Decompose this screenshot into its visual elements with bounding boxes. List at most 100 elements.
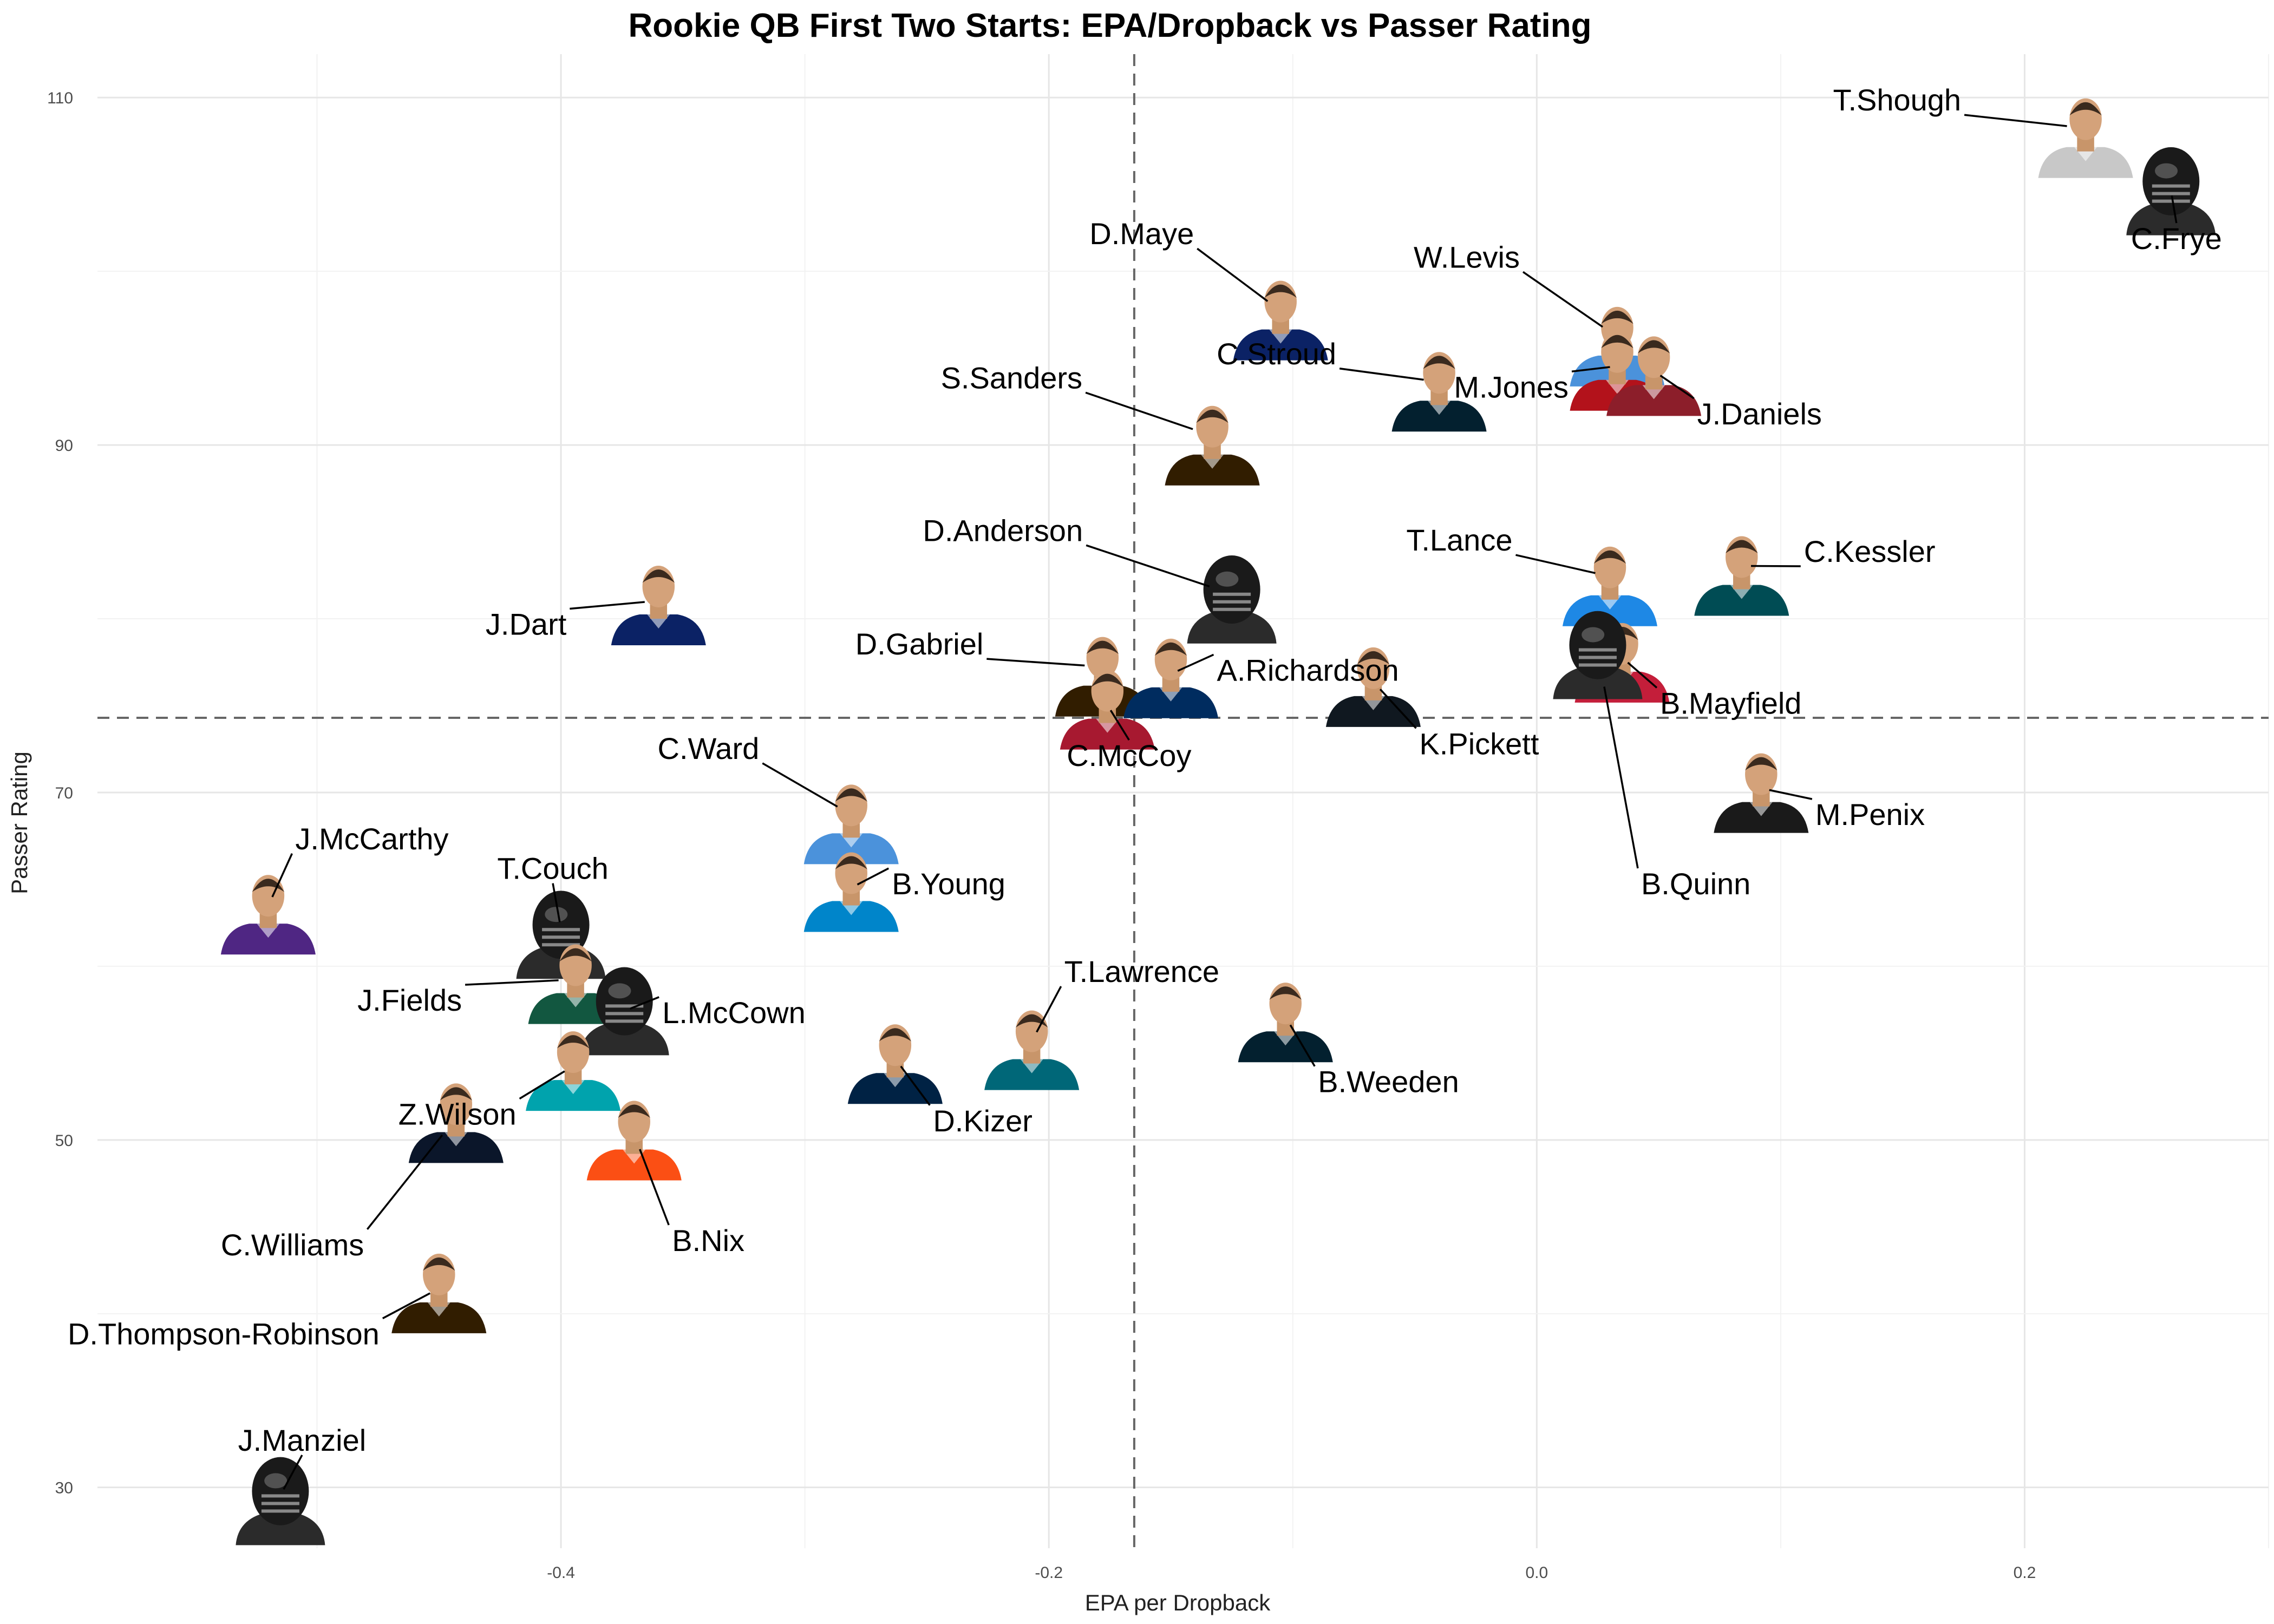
jersey-shape (1694, 585, 1789, 616)
qb-point-b-nix (586, 1101, 682, 1181)
hair-shape (1726, 540, 1758, 553)
jersey-shape (1123, 687, 1218, 718)
helmet-shine (1582, 627, 1605, 643)
hair-shape (1086, 640, 1119, 654)
qb-point-d-maye (1233, 280, 1328, 361)
qb-point-c-kessler (1694, 536, 1789, 616)
y-tick-label: 110 (47, 89, 73, 107)
label-leader (2171, 195, 2178, 224)
label-leader (1603, 686, 1639, 869)
label-leader (1177, 653, 1214, 672)
hair-shape (1357, 651, 1390, 665)
y-tick-label: 70 (55, 784, 73, 802)
qb-point-b-weeden (1238, 983, 1333, 1063)
jersey-shape (586, 1149, 682, 1181)
y-tick-label: 30 (55, 1479, 73, 1497)
label-leader (900, 1065, 931, 1106)
helmet-shape (252, 1457, 309, 1525)
qb-label-m-jones: M.Jones (1454, 370, 1569, 404)
qb-point-c-frye (2126, 147, 2216, 235)
qb-label-b-quinn: B.Quinn (1641, 867, 1750, 901)
qb-labels: T.Shough C.Frye D.Maye W.Levis M.Jones J.Dani… (68, 83, 2222, 1457)
label-leader (1571, 366, 1610, 372)
label-leader (986, 658, 1085, 667)
qb-point-d-thompson-robinson (391, 1253, 487, 1333)
jersey-shape (1060, 718, 1155, 750)
qb-label-w-levis: W.Levis (1414, 240, 1520, 274)
hair-shape (1601, 310, 1633, 324)
label-leader (465, 979, 559, 986)
helmet-shape (1569, 611, 1626, 679)
label-leader (366, 1134, 443, 1230)
qb-label-l-mccown: L.McCown (662, 996, 806, 1030)
hair-shape (642, 569, 675, 583)
jersey-shape (408, 1132, 504, 1163)
qb-label-m-penix: M.Penix (1815, 797, 1925, 831)
qb-point-t-shough (2038, 98, 2133, 178)
jersey-shape (611, 614, 706, 646)
jersey-shape (1606, 385, 1702, 416)
qb-point-j-dart (611, 566, 706, 646)
qb-label-d-kizer: D.Kizer (933, 1104, 1033, 1138)
hair-shape (1015, 1014, 1048, 1028)
label-leader (1339, 368, 1424, 381)
qb-point-c-williams (408, 1083, 504, 1163)
qb-label-c-williams: C.Williams (221, 1228, 364, 1262)
x-tick-label: -0.4 (547, 1564, 575, 1582)
shoulder-pads-shape (1553, 664, 1643, 699)
qb-label-b-young: B.Young (892, 867, 1005, 901)
x-tick-label: 0.0 (1525, 1564, 1548, 1582)
hair-shape (1423, 356, 1455, 369)
qb-label-c-stroud: C.Stroud (1217, 337, 1336, 371)
y-axis-title: Passer Rating (6, 751, 32, 894)
qb-point-t-lawrence (984, 1010, 1080, 1090)
jersey-shape (526, 1080, 621, 1111)
hair-shape (879, 1028, 912, 1042)
jersey-shape (2038, 147, 2133, 178)
hair-shape (1593, 550, 1626, 564)
hair-shape (1745, 757, 1778, 771)
label-leader (762, 762, 838, 808)
chart-title: Rookie QB First Two Starts: EPA/Dropback… (629, 7, 1592, 44)
label-leader (570, 601, 645, 610)
label-leader (1769, 789, 1813, 800)
qb-point-c-mccoy (1060, 670, 1155, 750)
helmet-shape (532, 890, 590, 959)
jersey-shape (803, 833, 899, 865)
qb-point-s-sanders (1165, 405, 1260, 486)
label-leader (1109, 710, 1130, 741)
label-leader (1086, 544, 1210, 587)
hair-shape (1264, 284, 1297, 298)
qb-point-c-ward (803, 784, 899, 865)
x-tick-label: 0.2 (2014, 1564, 2036, 1582)
shoulder-pads-shape (236, 1510, 325, 1546)
helmet-shine (2155, 163, 2178, 179)
jersey-shape (847, 1073, 943, 1104)
qb-point-j-mccarthy (220, 875, 316, 955)
qb-label-d-maye: D.Maye (1089, 217, 1194, 251)
hair-shape (557, 1035, 590, 1049)
hair-shape (835, 788, 867, 802)
hair-shape (440, 1087, 473, 1101)
label-leader (1036, 986, 1062, 1033)
hair-shape (252, 879, 285, 892)
qb-label-j-manziel: J.Manziel (238, 1423, 367, 1457)
label-leader (382, 1292, 431, 1319)
qb-label-j-fields: J.Fields (357, 983, 462, 1017)
qb-label-c-frye: C.Frye (2131, 221, 2222, 256)
helmet-shine (545, 907, 568, 922)
label-leader (1627, 662, 1658, 689)
axis-ticks: -0.4 -0.2 0.0 0.2 30 50 70 90 110 (47, 89, 2036, 1582)
jersey-shape (1391, 401, 1487, 432)
helmet-shine (608, 983, 631, 999)
jersey-shape (1233, 329, 1328, 361)
hair-shape (1091, 673, 1124, 687)
qb-label-b-weeden: B.Weeden (1318, 1065, 1459, 1099)
hair-shape (559, 948, 592, 962)
qb-point-c-stroud (1391, 352, 1487, 432)
x-tick-label: -0.2 (1035, 1564, 1063, 1582)
helmet-shape (2142, 147, 2200, 215)
jersey-shape (1714, 802, 1809, 833)
qb-point-d-kizer (847, 1024, 943, 1104)
